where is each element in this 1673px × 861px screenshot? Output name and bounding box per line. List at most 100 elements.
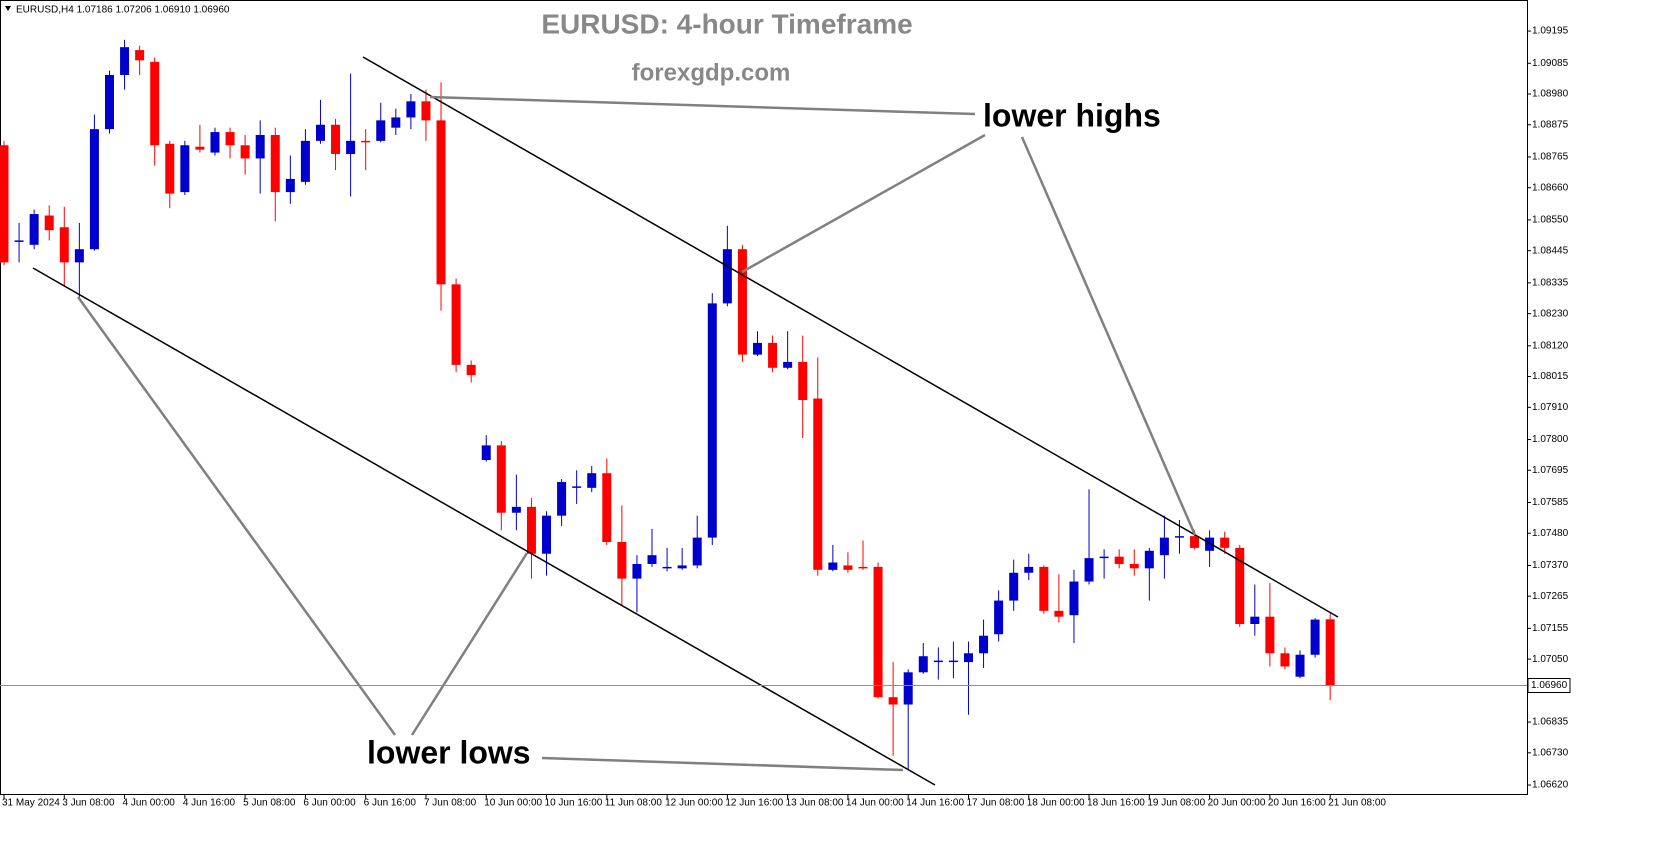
y-tick-label: 1.06620 — [1532, 780, 1569, 791]
candle-body — [994, 600, 1004, 635]
x-tick-label: 7 Jun 08:00 — [424, 798, 477, 809]
candle-body — [135, 50, 145, 61]
chart-title: EURUSD: 4-hour Timeframe — [541, 8, 912, 39]
candle-body — [1220, 537, 1230, 548]
candle-body — [692, 537, 702, 566]
candle-body — [1174, 536, 1184, 538]
pointer — [429, 95, 976, 116]
candle-body — [1205, 537, 1215, 551]
candle-body — [602, 473, 612, 543]
candle-body — [737, 249, 747, 355]
y-tick-label: 1.09195 — [1532, 26, 1569, 37]
y-tick-label: 1.07050 — [1532, 654, 1569, 665]
candle-body — [376, 120, 386, 141]
x-tick-label: 4 Jun 00:00 — [123, 798, 176, 809]
pointer — [541, 756, 904, 772]
y-tick-label: 1.07480 — [1532, 528, 1569, 539]
candle-body — [888, 697, 898, 705]
y-tick-label: 1.08550 — [1532, 215, 1569, 226]
candle-body — [843, 565, 853, 570]
candle-body — [74, 249, 84, 263]
y-tick-label: 1.08445 — [1532, 245, 1569, 256]
annotation: lower highs — [983, 97, 1161, 133]
x-tick-label: 12 Jun 00:00 — [665, 798, 723, 809]
y-tick-label: 1.07265 — [1532, 591, 1569, 602]
annotation: lower lows — [367, 734, 531, 770]
candle-body — [195, 146, 205, 150]
candle-body — [466, 364, 476, 376]
pointer — [410, 552, 529, 736]
candle-body — [180, 145, 190, 193]
candle-body — [361, 140, 371, 143]
candle-body — [1325, 619, 1335, 686]
current-price-box — [1527, 677, 1571, 693]
candle-body — [255, 135, 265, 159]
candle-body — [828, 562, 838, 570]
y-tick-label: 1.07800 — [1532, 434, 1569, 445]
upper-trend-line — [362, 56, 1339, 618]
x-tick-label: 31 May 2024 — [2, 798, 60, 809]
x-tick-label: 11 Jun 08:00 — [605, 798, 663, 809]
candle-body — [858, 566, 868, 569]
candle-body — [14, 240, 24, 242]
pointer — [76, 296, 397, 736]
x-tick-label: 12 Jun 16:00 — [725, 798, 783, 809]
x-tick-label: 14 Jun 00:00 — [846, 798, 904, 809]
candle-body — [89, 129, 99, 250]
y-tick-label: 1.08335 — [1532, 278, 1569, 289]
y-tick-label: 1.07695 — [1532, 465, 1569, 476]
candle-body — [300, 140, 310, 182]
candle-body — [1265, 616, 1275, 654]
lower-trend-line — [32, 267, 936, 786]
candle-body — [1310, 619, 1320, 655]
candle-body — [813, 398, 823, 570]
candle-body — [632, 563, 642, 579]
candle-body — [481, 445, 491, 461]
candle-body — [1084, 558, 1094, 582]
candle-body — [542, 515, 552, 554]
candle-body — [707, 303, 717, 538]
candle-body — [346, 140, 356, 155]
candle-body — [496, 445, 506, 513]
candle-body — [753, 342, 762, 355]
pointer — [741, 133, 986, 274]
x-tick-label: 21 Jun 08:00 — [1328, 798, 1386, 809]
candle-body — [270, 135, 280, 193]
candle-body — [1024, 566, 1034, 573]
candle-body — [150, 61, 160, 146]
y-tick-label: 1.08980 — [1532, 89, 1569, 100]
candle-body — [421, 101, 431, 121]
candle-body — [557, 481, 567, 516]
candle-body — [436, 120, 446, 285]
candle-body — [798, 361, 808, 400]
candle-body — [587, 473, 597, 488]
candle-body — [1280, 653, 1290, 667]
candle-body — [59, 227, 69, 263]
candle-body — [391, 117, 401, 128]
x-tick-label: 20 Jun 16:00 — [1268, 798, 1326, 809]
candle-body — [511, 506, 521, 513]
candle-body — [1129, 563, 1139, 569]
candle-body — [0, 145, 9, 263]
candle-body — [526, 506, 536, 554]
candle-body — [963, 653, 973, 663]
candle-body — [285, 178, 295, 193]
candle-body — [225, 132, 235, 146]
candle-body — [165, 143, 175, 194]
x-tick-label: 20 Jun 00:00 — [1208, 798, 1266, 809]
y-tick-label: 1.07155 — [1532, 623, 1569, 634]
candle-body — [1039, 566, 1049, 611]
candle-body — [1069, 581, 1079, 616]
x-tick-label: 3 Jun 08:00 — [62, 798, 115, 809]
x-tick-label: 10 Jun 00:00 — [484, 798, 542, 809]
candle-body — [1054, 610, 1064, 617]
x-tick-label: 4 Jun 16:00 — [183, 798, 236, 809]
candle-body — [1295, 654, 1305, 677]
candle-body — [873, 566, 883, 698]
candle-body — [1009, 572, 1019, 601]
chart-subtitle: forexgdp.com — [632, 59, 791, 86]
candle-body — [647, 555, 657, 564]
candle-body — [29, 214, 39, 245]
